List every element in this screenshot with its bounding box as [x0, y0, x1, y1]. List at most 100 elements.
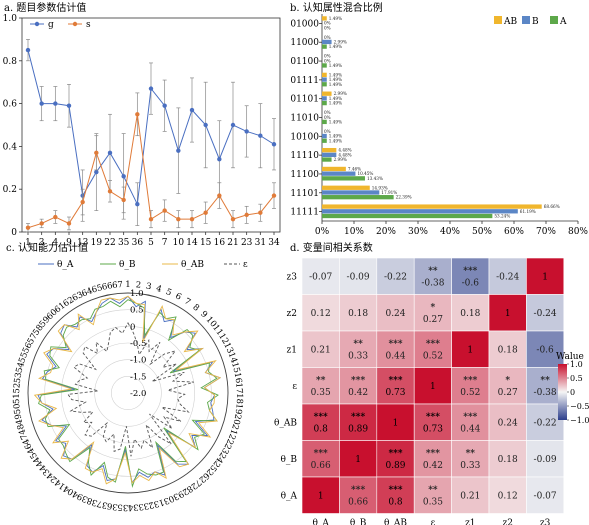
bar-A: [322, 82, 327, 87]
panel-d-heatmap: -0.07 -0.09 -0.22**-0.38***-0.6-0.24 1z30.1…: [274, 257, 589, 525]
data-point-s: [80, 199, 85, 205]
heatmap-x-label: z3: [540, 519, 551, 525]
radar-category-label: 16: [232, 372, 244, 384]
heatmap-y-label: ε: [292, 382, 297, 392]
x-tick-label: 80%: [568, 227, 588, 237]
bar-value-label: 0%: [324, 58, 331, 63]
heatmap-value: 1: [355, 455, 361, 465]
bar-value-label: 2.99%: [334, 91, 347, 96]
radar-outer-circle: [27, 292, 229, 494]
radar-category-label: 30: [166, 490, 180, 504]
data-point-s: [25, 225, 31, 230]
y-tick-label: 11100: [290, 170, 319, 180]
legend-label: AB: [503, 17, 517, 27]
heatmap-value: -0.38: [421, 278, 444, 288]
legend-label: s: [86, 20, 91, 30]
heatmap-cell: [301, 476, 340, 514]
colorbar-title: Walue: [556, 352, 584, 362]
bar-B: [322, 190, 380, 195]
colorbar: [558, 364, 567, 420]
radar-category-label: 38: [86, 495, 99, 508]
bar-AB: [322, 72, 327, 78]
heatmap-cell: [339, 294, 378, 332]
colorbar-tick-label: 0: [570, 388, 575, 397]
bar-value-label: 4.48%: [338, 148, 351, 153]
bar-B: [322, 152, 337, 157]
heatmap-value: -0.09: [347, 272, 370, 282]
bar-value-label: 1.49%: [329, 16, 342, 21]
x-tick-label: 22: [104, 238, 115, 248]
data-point-s: [244, 212, 249, 218]
legend-marker: [34, 21, 40, 27]
bar-value-label: 1.49%: [329, 77, 342, 82]
data-point-g: [66, 103, 72, 108]
radar-category-label: 52: [12, 382, 23, 393]
bar-A: [322, 157, 332, 162]
heatmap-value: 0.18: [498, 455, 518, 465]
heatmap-cell: [413, 257, 452, 295]
data-point-g: [217, 157, 222, 162]
bar-value-label: 53.24%: [494, 214, 510, 219]
radar-category-label: 46: [23, 441, 37, 455]
x-tick-label: 10: [173, 238, 185, 248]
x-tick-label: 1: [25, 238, 31, 248]
radar-category-label: 62: [62, 295, 76, 309]
bar-value-label: 1.49%: [329, 82, 342, 87]
radar-category-label: 13: [221, 341, 235, 355]
heatmap-significance: ***: [314, 412, 328, 422]
heatmap-significance: ***: [463, 412, 477, 422]
y-tick-label: 11000: [290, 38, 319, 48]
heatmap-value: 0.66: [311, 461, 331, 471]
data-point-g: [39, 101, 44, 106]
heatmap-value: 0.18: [348, 309, 368, 319]
bar-value-label: 10.45%: [357, 171, 373, 176]
bar-value-label: 0%: [324, 54, 331, 59]
heatmap-value: -0.6: [462, 278, 480, 288]
y-tick-label: 10100: [290, 132, 319, 142]
heatmap-significance: ***: [388, 376, 402, 386]
heatmap-cell: [301, 440, 340, 478]
radar-category-label: 4: [155, 284, 163, 295]
radar-category-label: 18: [234, 393, 244, 404]
legend-label: ε: [243, 260, 248, 270]
x-tick-label: 10%: [344, 227, 364, 237]
heatmap-value: -0.09: [534, 455, 557, 465]
data-point-g: [94, 169, 99, 175]
heatmap-value: 0.8: [314, 424, 329, 434]
data-point-g: [121, 174, 126, 179]
bar-AB: [322, 166, 346, 172]
bar-value-label: 22.39%: [396, 195, 412, 200]
panel-a-line-chart: 00.20.40.60.81.01 3 4 9 13 19 22 35 36 5 7 10 14 15 16…: [3, 14, 281, 248]
heatmap-cell: [451, 440, 490, 478]
radar-category-label: 53: [13, 372, 25, 384]
data-point-s: [39, 221, 44, 226]
bar-A: [322, 176, 365, 181]
heatmap-cell: [339, 440, 378, 478]
heatmap-significance: **: [428, 266, 438, 276]
legend-swatch: [494, 16, 502, 24]
heatmap-cell: [339, 330, 378, 368]
bar-A: [322, 213, 493, 219]
heatmap-value: 0.66: [348, 497, 368, 507]
radar-series-θ_B: [38, 299, 219, 488]
bar-value-label: 7.46%: [348, 167, 361, 172]
heatmap-cell: [526, 403, 565, 441]
bar-value-label: 61.19%: [520, 209, 536, 214]
y-tick-label: 0.2: [3, 185, 17, 195]
heatmap-significance: ***: [388, 449, 402, 459]
y-tick-label: 0.6: [3, 100, 18, 110]
bar-value-label: 1.49%: [329, 72, 342, 77]
bar-AB: [322, 185, 370, 190]
bar-value-label: 0%: [324, 110, 331, 115]
heatmap-x-label: θ_AB: [384, 519, 407, 525]
radar-grid-circle: [111, 376, 145, 410]
heatmap-value: 0.35: [311, 388, 331, 398]
radar-category-label: 64: [80, 286, 94, 299]
x-tick-label: 15: [200, 238, 212, 248]
heatmap-value: 0.52: [423, 351, 443, 361]
radar-category-label: 12: [216, 332, 230, 346]
bar-A: [322, 100, 327, 106]
bar-AB: [322, 147, 337, 153]
radar-category-label: 7: [182, 296, 192, 307]
radar-category-label: 31: [157, 495, 170, 508]
